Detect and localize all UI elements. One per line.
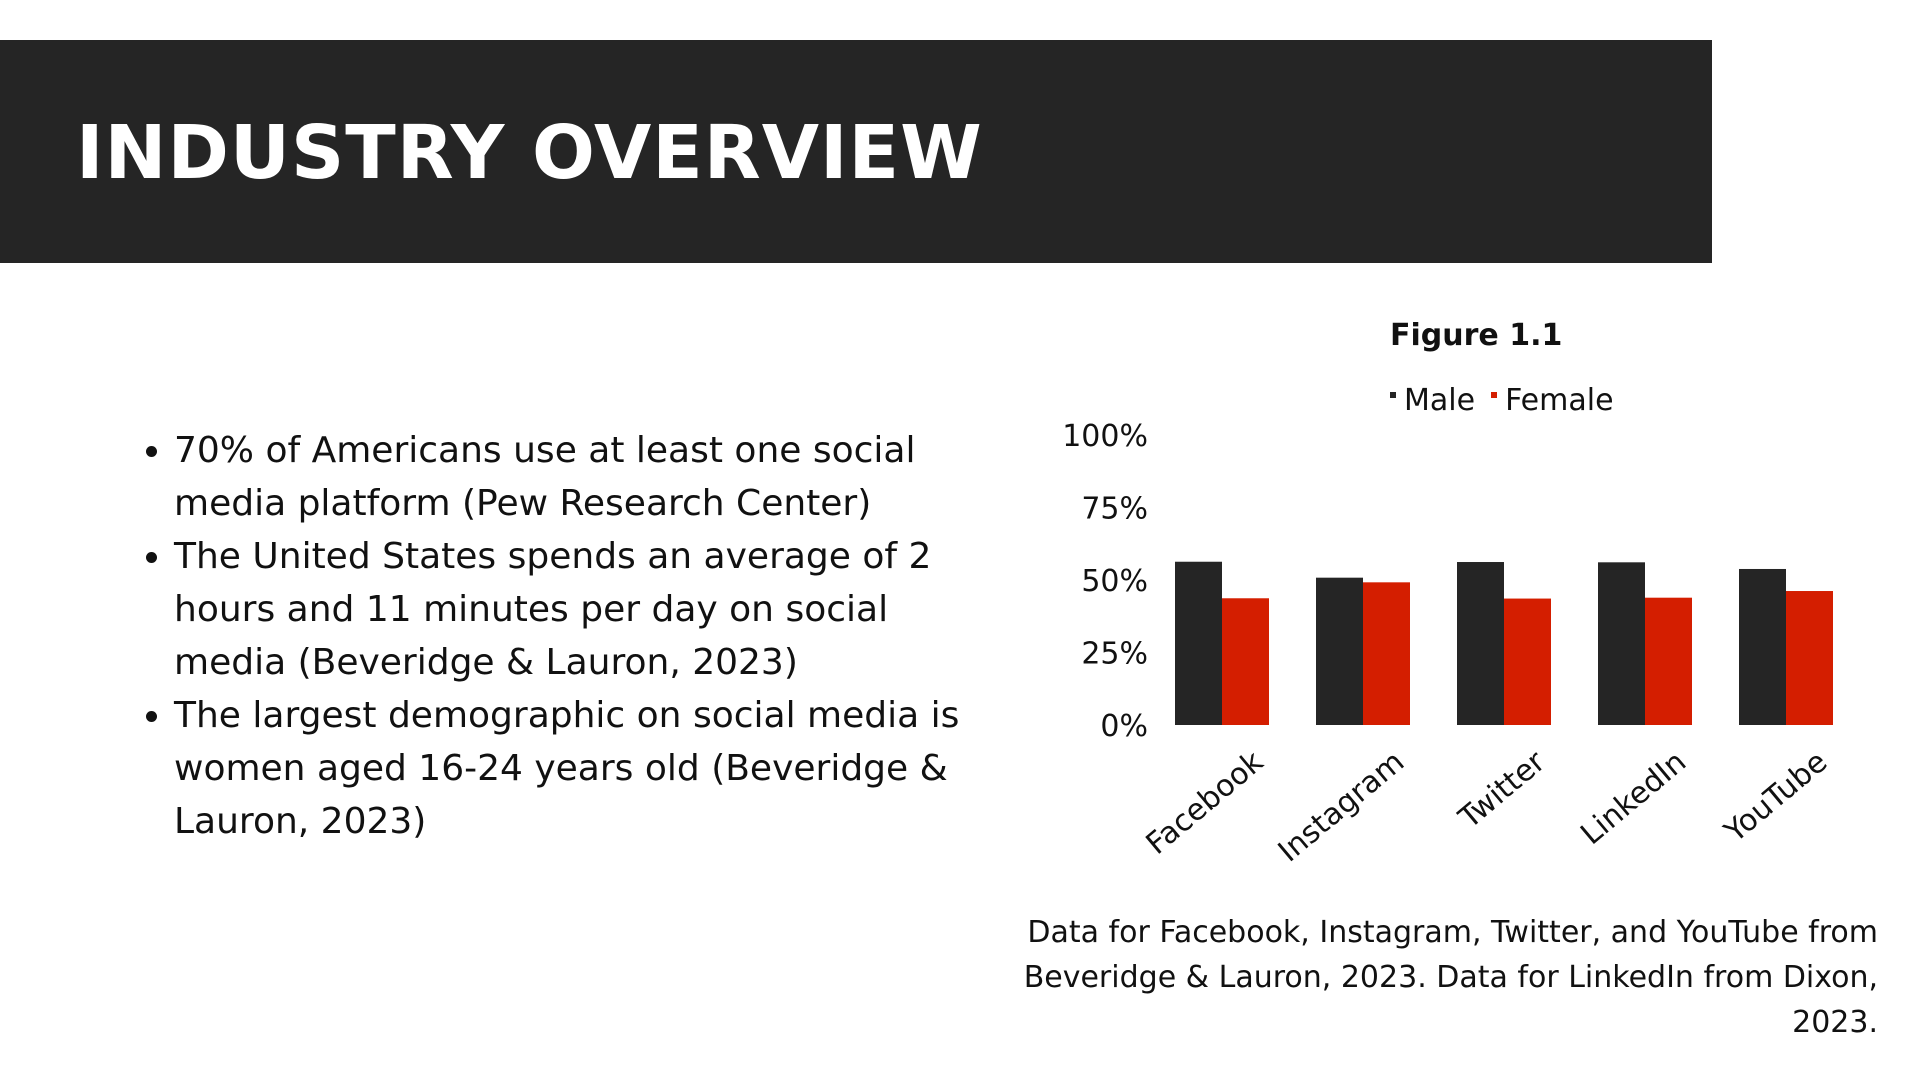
bar-male-linkedin — [1598, 562, 1645, 725]
figure-caption: Data for Facebook, Instagram, Twitter, a… — [1023, 915, 1878, 1040]
header-band — [0, 40, 1712, 263]
legend-item-male: Male — [1390, 383, 1475, 418]
x-tick-label: Twitter — [1452, 744, 1553, 837]
x-tick-label: LinkedIn — [1574, 744, 1693, 852]
x-tick-label: Facebook — [1140, 744, 1271, 862]
chart-legend: Male Female — [1390, 383, 1630, 418]
legend-swatch-female — [1491, 391, 1498, 398]
y-tick-label: 50% — [1081, 564, 1148, 599]
y-tick-label: 25% — [1081, 637, 1148, 672]
bullet-list: 70% of Americans use at least one social… — [140, 424, 994, 848]
legend-label-female: Female — [1505, 383, 1614, 418]
legend-label-male: Male — [1404, 383, 1476, 418]
bar-male-youtube — [1739, 568, 1786, 725]
bar-female-facebook — [1222, 598, 1269, 725]
bar-male-instagram — [1316, 577, 1363, 725]
y-tick-label: 100% — [1062, 419, 1148, 454]
bullet-item: The United States spends an average of 2… — [174, 530, 994, 689]
bar-female-linkedin — [1645, 597, 1692, 725]
legend-swatch-male — [1390, 391, 1396, 398]
bar-male-twitter — [1457, 562, 1504, 725]
y-tick-label: 0% — [1100, 709, 1148, 744]
bar-female-youtube — [1786, 591, 1833, 725]
x-tick-label: YouTube — [1717, 744, 1834, 850]
bullet-item: 70% of Americans use at least one social… — [174, 424, 994, 530]
x-tick-label: Instagram — [1272, 744, 1411, 869]
bar-female-instagram — [1363, 582, 1410, 725]
page-title: INDUSTRY OVERVIEW — [76, 110, 983, 196]
bar-male-facebook — [1175, 561, 1222, 725]
legend-item-female: Female — [1491, 383, 1614, 418]
bullet-item: The largest demographic on social media … — [174, 689, 994, 848]
bar-female-twitter — [1504, 598, 1551, 725]
bar-chart: 0% 25% 50% 75% 100% Facebook Instagram Twitter L… — [1062, 419, 1834, 869]
y-tick-label: 75% — [1081, 492, 1148, 527]
figure-title: Figure 1.1 — [1390, 318, 1563, 353]
